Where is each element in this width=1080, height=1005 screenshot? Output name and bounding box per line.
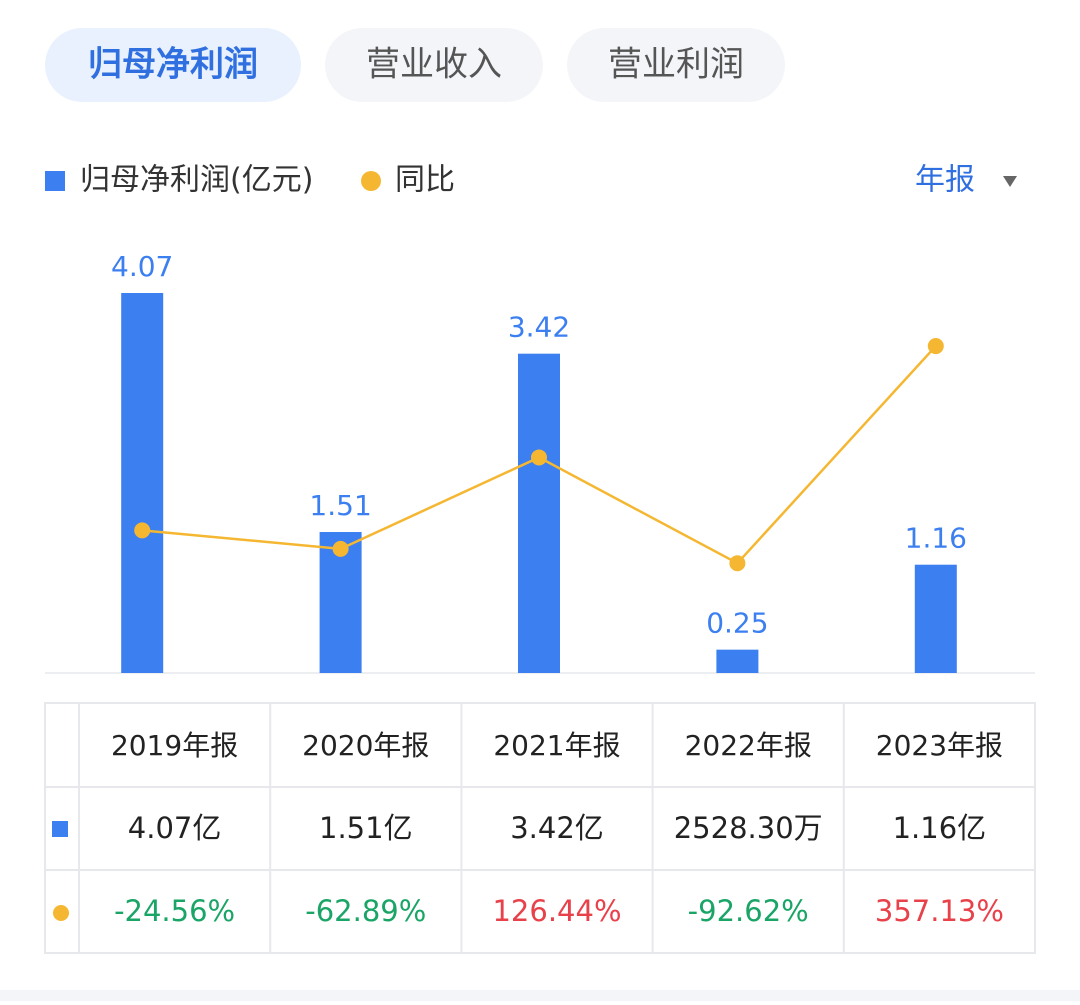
- legend-label: 归母净利润(亿元): [80, 163, 313, 198]
- footer-band: [0, 990, 1080, 1001]
- table-border: [44, 702, 1036, 954]
- table-cell: -92.62%: [688, 894, 809, 928]
- table-header: 2019年报: [111, 729, 238, 762]
- bar: [518, 353, 560, 673]
- legend-label: 同比: [395, 163, 455, 198]
- line-point: [927, 338, 944, 355]
- table-cell: 357.13%: [875, 894, 1004, 928]
- table-header: 2022年报: [685, 729, 812, 762]
- tab[interactable]: 营业利润: [608, 45, 744, 85]
- data-label: 1.16: [905, 522, 967, 555]
- tab[interactable]: 营业收入: [366, 45, 502, 85]
- line-point: [332, 540, 349, 557]
- table-header: 2023年报: [876, 729, 1003, 762]
- tab-bg[interactable]: [45, 28, 301, 102]
- row-marker: [52, 821, 68, 837]
- table-cell: 1.16亿: [893, 811, 987, 845]
- bar: [914, 564, 957, 673]
- table-cell: -62.89%: [305, 894, 426, 928]
- legend-swatch: [45, 171, 65, 191]
- table-cell: 1.51亿: [319, 811, 413, 845]
- line-point: [134, 522, 151, 539]
- table-header: 2021年报: [493, 729, 620, 762]
- table-cell: 3.42亿: [510, 811, 604, 845]
- bar: [121, 293, 164, 673]
- dropdown-arrow[interactable]: [1003, 176, 1017, 187]
- table-cell: -24.56%: [114, 894, 235, 928]
- legend-swatch: [361, 171, 381, 191]
- table-cell: 4.07亿: [128, 811, 222, 845]
- data-label: 0.25: [706, 607, 768, 640]
- data-label: 3.42: [508, 311, 570, 344]
- period-selector[interactable]: 年报: [915, 163, 975, 198]
- row-marker: [53, 905, 69, 921]
- tab[interactable]: 归母净利润: [88, 45, 258, 85]
- data-label: 1.51: [309, 489, 371, 522]
- table-cell: 2528.30万: [674, 811, 823, 845]
- line-point: [729, 555, 746, 572]
- data-label: 4.07: [111, 250, 173, 283]
- line-point: [531, 449, 547, 466]
- tab-bg[interactable]: [325, 28, 543, 102]
- bar: [716, 649, 759, 673]
- table-header: 2020年报: [302, 729, 429, 762]
- tab-bg[interactable]: [567, 28, 785, 102]
- table-cell: 126.44%: [492, 894, 621, 928]
